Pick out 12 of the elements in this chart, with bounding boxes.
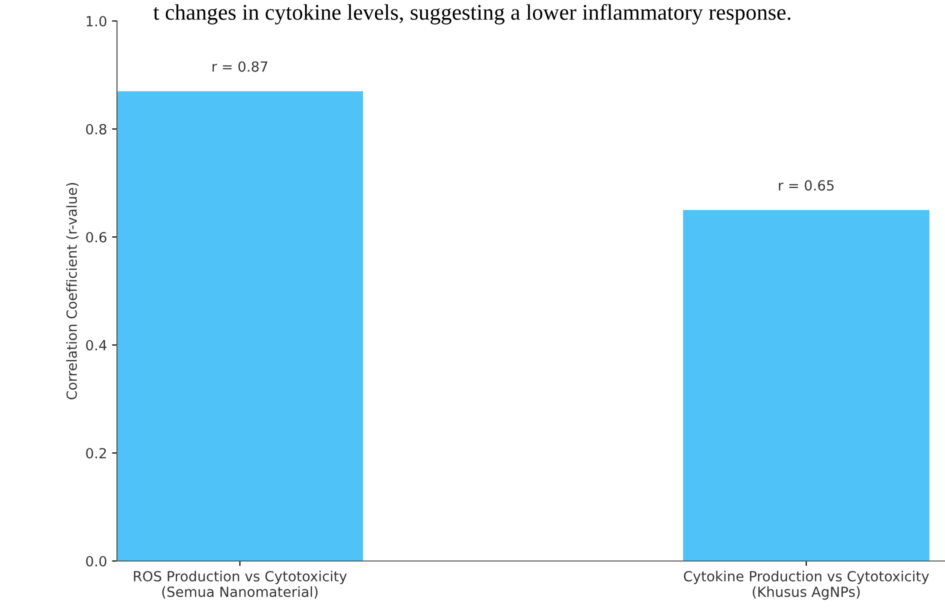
annotation: t changes in cytokine levels, suggesting a lower inflammatory response. xyxy=(153,4,790,24)
y-tick-label: 0.8 xyxy=(86,124,106,134)
y-tick-label: 1.0 xyxy=(86,16,106,26)
data-label: r = 0.87 xyxy=(212,61,268,72)
y-axis-title: Correlation Coefficient (r-value) xyxy=(66,183,79,400)
y-tick-label: 0.4 xyxy=(86,340,106,350)
data-label: r = 0.65 xyxy=(778,180,834,191)
y-tick-label: 0.6 xyxy=(86,232,106,242)
x-tick-label: ROS Production vs Cytotoxicity (Semua Nanomaterial) xyxy=(134,570,347,599)
y-tick-label: 0.2 xyxy=(86,448,106,458)
x-tick-label: Cytokine Production vs Cytotoxicity (Khusus AgNPs) xyxy=(684,570,929,600)
y-tick-label: 0.0 xyxy=(86,556,106,566)
